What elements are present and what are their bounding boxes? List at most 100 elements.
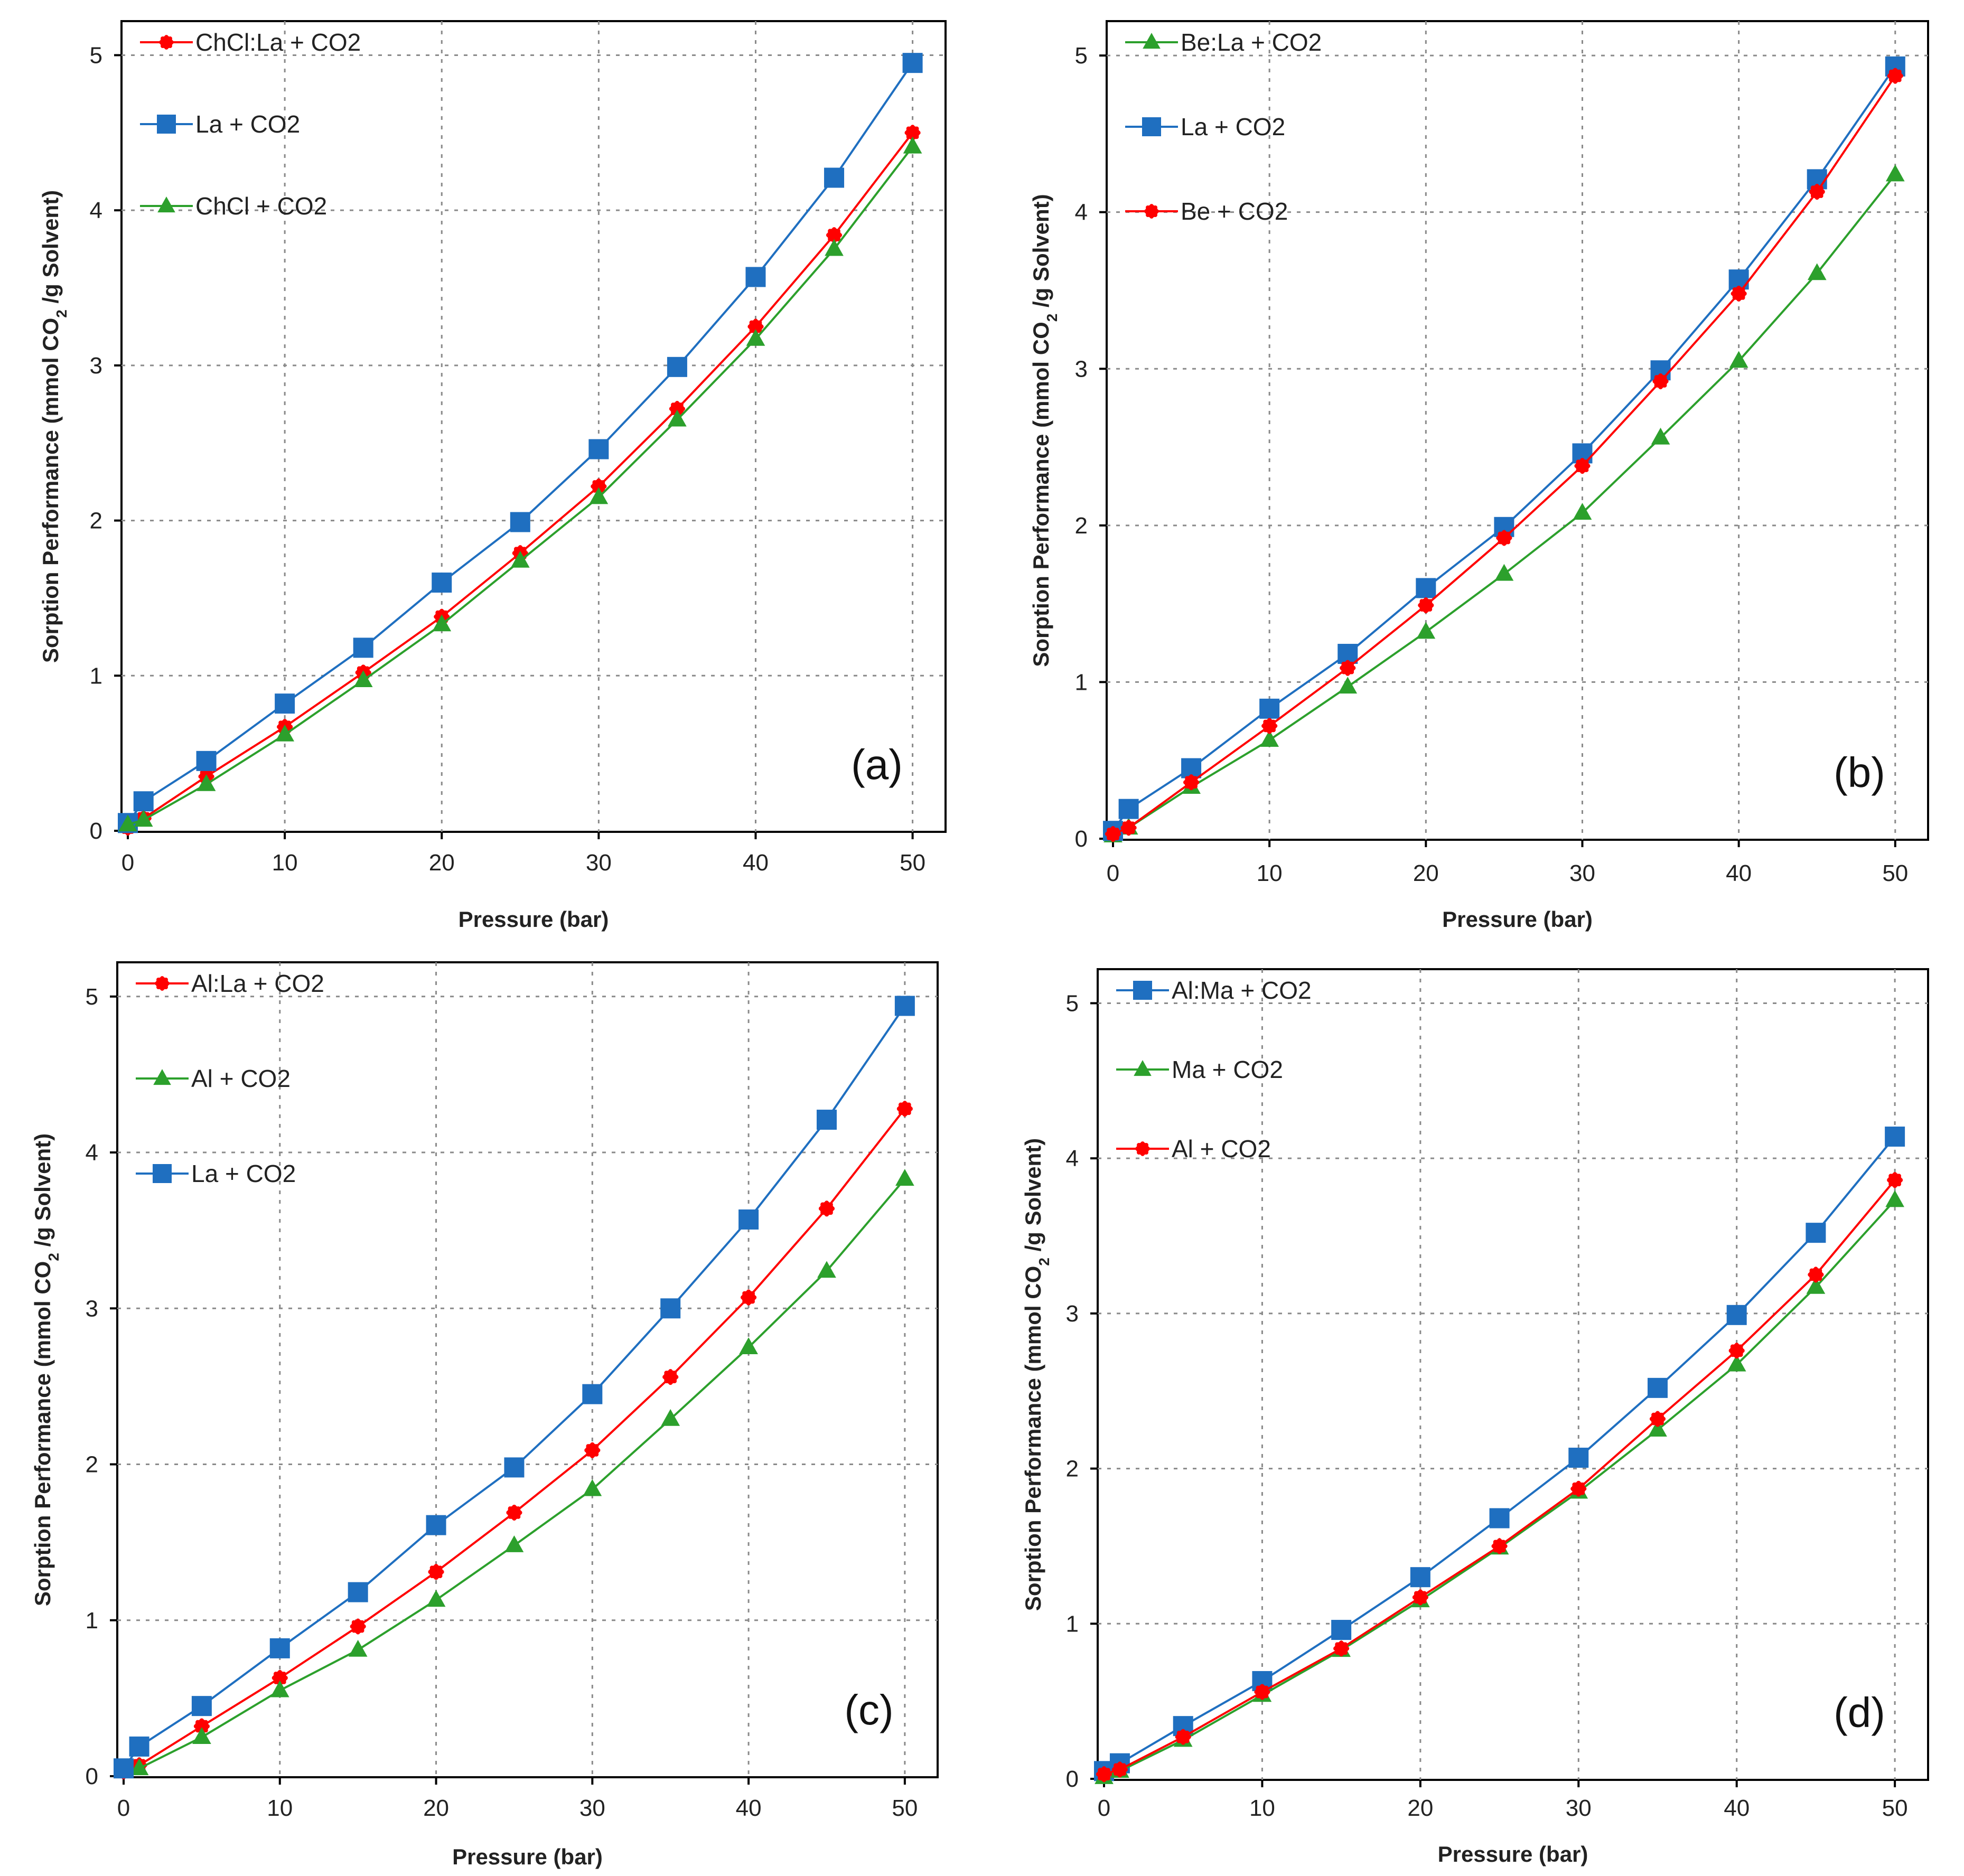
data-point-lobe <box>584 1448 589 1453</box>
data-point-lobe <box>1817 1277 1822 1281</box>
data-point-lobe <box>906 134 911 139</box>
x-tick-label: 20 <box>1407 1795 1433 1821</box>
data-point-lobe <box>1273 724 1278 728</box>
data-point-lobe <box>508 1514 512 1519</box>
y-tick-label: 0 <box>1075 826 1088 852</box>
data-point-lobe <box>674 1375 679 1380</box>
legend-label: Al:Ma + CO2 <box>1172 977 1312 1004</box>
data-point-lobe <box>1427 599 1433 604</box>
data-point-lobe <box>356 1630 360 1635</box>
data-point-lobe <box>906 1110 911 1115</box>
data-point-lobe <box>1418 1589 1423 1594</box>
legend-marker-lobe <box>1153 213 1157 217</box>
plot-area <box>1106 20 1929 841</box>
data-point-lobe <box>746 1289 751 1294</box>
data-point-lobe <box>1418 1601 1423 1606</box>
data-point <box>589 487 609 504</box>
legend-marker <box>1135 1141 1150 1156</box>
data-point-lobe <box>668 1369 673 1374</box>
data-point-lobe <box>1114 1763 1118 1768</box>
y-tick-label: 1 <box>1066 1611 1079 1637</box>
data-point-lobe <box>592 480 597 485</box>
data-point-lobe <box>898 1110 903 1115</box>
data-point-lobe <box>1580 1482 1585 1487</box>
data-point-lobe <box>1194 780 1200 785</box>
data-point <box>818 1200 835 1217</box>
data-point-lobe <box>1898 1178 1903 1183</box>
data-point-lobe <box>200 770 204 775</box>
y-tick-label: 5 <box>1066 990 1079 1016</box>
data-point-lobe <box>1176 1730 1182 1736</box>
data-point-lobe <box>1892 1172 1897 1177</box>
data-point-lobe <box>1497 1550 1502 1554</box>
data-point-lobe <box>443 610 448 615</box>
data-point-lobe <box>1651 1412 1656 1418</box>
y-tick-label: 3 <box>86 1296 98 1321</box>
data-point-lobe <box>273 1680 278 1684</box>
data-point-lobe <box>1193 784 1198 789</box>
data-point-lobe <box>1189 774 1194 779</box>
legend-marker-lobe <box>164 45 169 50</box>
data-point-lobe <box>1271 719 1276 724</box>
legend-label: ChCl:La + CO2 <box>195 29 361 56</box>
data-point-lobe <box>820 1202 825 1207</box>
data-point-lobe <box>1101 1777 1107 1783</box>
series-2 <box>118 136 922 832</box>
data-point <box>129 1736 149 1757</box>
x-tick-label: 50 <box>1882 1795 1908 1821</box>
data-point <box>667 357 687 377</box>
data-point <box>1652 373 1669 390</box>
data-point <box>1573 503 1592 520</box>
data-point-lobe <box>1808 1272 1812 1277</box>
x-tick-label: 50 <box>892 1795 918 1821</box>
data-point-lobe <box>1576 1492 1581 1497</box>
legend-marker-lobe <box>161 36 165 41</box>
data-point-lobe <box>367 670 371 675</box>
data-point <box>1885 164 1905 182</box>
legend-label: Be + CO2 <box>1181 198 1288 225</box>
data-point-lobe <box>672 1371 677 1375</box>
data-point <box>197 774 216 791</box>
data-point-lobe <box>1349 661 1354 667</box>
data-point-lobe <box>1888 1181 1893 1187</box>
data-point-lobe <box>1742 291 1747 296</box>
data-point-lobe <box>1424 608 1428 614</box>
data-point-lobe <box>1185 1739 1190 1743</box>
data-point-lobe <box>1662 375 1667 380</box>
x-axis-title: Pressure (bar) <box>459 907 609 932</box>
x-tick-label: 30 <box>586 850 612 876</box>
data-point <box>739 1337 758 1354</box>
data-point <box>506 1504 522 1521</box>
x-tick-label: 50 <box>1882 860 1908 886</box>
data-point <box>196 751 217 771</box>
data-point <box>591 478 607 495</box>
x-tick-label: 10 <box>1249 1795 1275 1821</box>
legend-marker-lobe <box>1146 205 1150 210</box>
legend-marker <box>155 976 170 991</box>
data-point <box>582 1384 603 1404</box>
y-tick-label: 4 <box>86 1140 98 1166</box>
data-point <box>1885 1190 1904 1207</box>
data-point-lobe <box>1738 1352 1743 1357</box>
legend-label: La + CO2 <box>1181 113 1285 140</box>
x-tick-label: 20 <box>423 1795 449 1821</box>
data-point-lobe <box>1582 1486 1587 1491</box>
data-point-lobe <box>1110 837 1116 842</box>
data-point-lobe <box>506 1510 511 1515</box>
data-point-lobe <box>1649 1417 1654 1421</box>
data-point-lobe <box>1107 828 1111 832</box>
data-point-lobe <box>1888 1174 1893 1178</box>
data-point <box>902 53 923 73</box>
data-point <box>134 810 153 827</box>
data-point-lobe <box>1117 1773 1123 1778</box>
data-point <box>903 136 922 154</box>
data-point <box>826 227 843 243</box>
data-point-lobe <box>906 1102 911 1107</box>
data-point-lobe <box>435 610 440 615</box>
data-point <box>1574 458 1591 474</box>
data-point-lobe <box>1121 1763 1126 1768</box>
series-line <box>127 146 914 826</box>
panel-label: (c) <box>844 1686 893 1733</box>
data-point-lobe <box>1892 1184 1897 1188</box>
data-point <box>1731 285 1747 302</box>
